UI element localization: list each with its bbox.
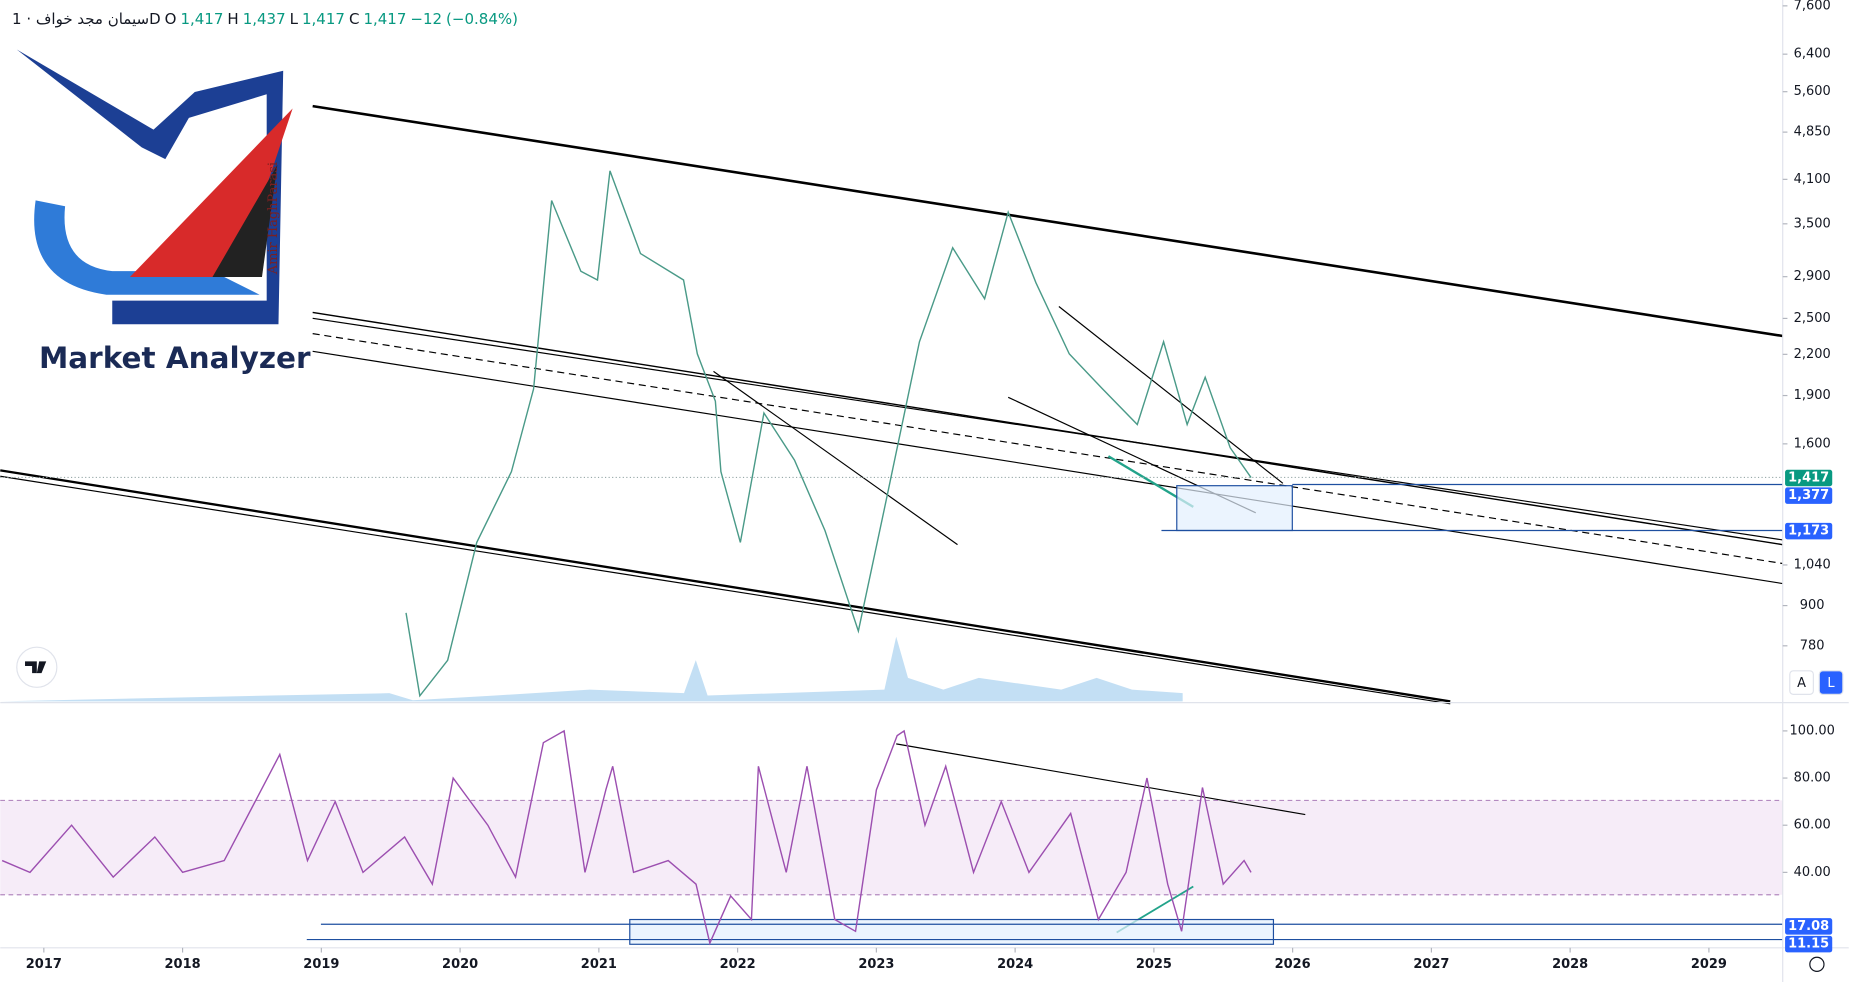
logo-author: Amir HaghParasi xyxy=(266,162,281,275)
y-tick-label: 80.00 xyxy=(1794,771,1831,786)
y-tick-label: 780 xyxy=(1800,638,1825,653)
price-label: 1,377 xyxy=(1788,488,1829,503)
price-label: 1,173 xyxy=(1788,524,1829,539)
y-tick-label: 100.00 xyxy=(1790,723,1835,738)
logo-title: Market Analyzer xyxy=(39,341,311,375)
ohlc-value: 1,437 xyxy=(242,10,286,28)
price-label-box xyxy=(1785,522,1833,540)
symbol-title: سیمان مجد خواف · 1D xyxy=(12,10,161,28)
y-tick-label: 3,500 xyxy=(1794,216,1831,231)
y-tick-label: 4,850 xyxy=(1794,125,1831,140)
x-tick-label: 2026 xyxy=(1275,957,1311,972)
price-label: 17.08 xyxy=(1788,919,1829,934)
change: −12 xyxy=(410,10,443,28)
ohlc-value: 1,417 xyxy=(180,10,224,28)
price-label-box xyxy=(1785,487,1833,504)
zone xyxy=(1176,485,1293,532)
x-tick-label: 2029 xyxy=(1691,957,1727,972)
x-tick-label: 2025 xyxy=(1136,957,1172,972)
y-tick-label: 4,100 xyxy=(1794,172,1831,187)
series-line xyxy=(405,170,1252,698)
y-tick-label: 6,400 xyxy=(1794,47,1831,62)
y-tick-label: 1,600 xyxy=(1794,436,1831,451)
x-tick-label: 2018 xyxy=(165,957,201,972)
logo: Market Analyzer Amir HaghParasi xyxy=(16,49,311,375)
price-label: 11.15 xyxy=(1788,937,1829,952)
ohlc-name: L xyxy=(289,10,298,28)
ohlc-value: 1,417 xyxy=(302,10,345,28)
x-tick-label: 2024 xyxy=(997,957,1033,972)
price-label-box xyxy=(1785,469,1833,487)
rsi-band xyxy=(0,800,1783,895)
x-tick-label: 2019 xyxy=(303,957,339,972)
y-tick-label: 60.00 xyxy=(1794,818,1831,833)
zone xyxy=(629,918,1275,945)
x-tick-label: 2027 xyxy=(1413,957,1449,972)
y-tick-label: 40.00 xyxy=(1794,865,1831,880)
y-tick-label: 5,600 xyxy=(1794,84,1831,99)
ohlc-name: H xyxy=(227,10,239,28)
y-tick-label: 1,040 xyxy=(1794,557,1831,572)
x-tick-label: 2023 xyxy=(858,957,894,972)
legend: سیمان مجد خواف · 1D O 1,417 H 1,437 L 1,417 C 1,… xyxy=(12,10,522,28)
scale-button-label: A xyxy=(1797,676,1806,691)
x-tick-label: 2020 xyxy=(442,957,478,972)
y-tick-label: 7,600 xyxy=(1794,0,1831,13)
y-tick-label: 2,900 xyxy=(1794,269,1831,284)
tv-mark xyxy=(25,661,47,674)
y-tick-label: 2,200 xyxy=(1794,347,1831,362)
ohlc-name: C xyxy=(348,10,360,28)
scale-button[interactable] xyxy=(1789,670,1814,695)
scale-button-label: L xyxy=(1827,676,1835,691)
price-label: 1,417 xyxy=(1788,470,1829,485)
x-tick-label: 2028 xyxy=(1552,957,1588,972)
y-tick-label: 2,500 xyxy=(1794,311,1831,326)
series-line xyxy=(1,729,1252,946)
change-pct: (−0.84%) xyxy=(446,10,518,28)
price-label-box xyxy=(1785,918,1833,935)
scale-button[interactable] xyxy=(1818,670,1844,695)
ohlc-name: O xyxy=(164,10,177,28)
y-tick-label: 1,900 xyxy=(1794,388,1831,403)
x-tick-label: 2022 xyxy=(720,957,756,972)
price-label-box xyxy=(1785,935,1833,953)
x-tick-label: 2021 xyxy=(581,957,617,972)
drawings xyxy=(0,104,1783,816)
volume xyxy=(0,636,1183,702)
settings-icon[interactable] xyxy=(1809,956,1825,972)
ohlc-value: 1,417 xyxy=(363,10,407,28)
y-tick-label: 900 xyxy=(1800,598,1825,613)
x-tick-label: 2017 xyxy=(26,957,62,972)
